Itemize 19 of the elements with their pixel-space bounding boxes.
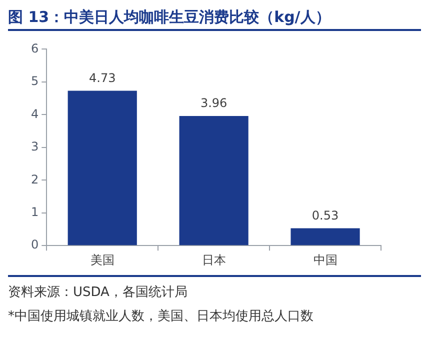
x-tick-label: 中国 [313, 252, 338, 267]
data-label: 4.73 [89, 70, 116, 85]
data-label: 3.96 [200, 96, 228, 110]
data-label: 0.53 [312, 208, 339, 222]
bar [179, 116, 248, 246]
x-tick-label: 美国 [90, 252, 114, 267]
y-tick-label: 2 [30, 172, 39, 186]
y-tick-label: 0 [30, 238, 39, 252]
y-tick-label: 6 [30, 41, 39, 56]
y-tick-label: 5 [30, 74, 39, 88]
text: 资料来源：USDA，各国统计局 [8, 284, 188, 302]
y-tick-label: 1 [30, 204, 39, 219]
x-tick-label: 日本 [202, 252, 226, 267]
chart-title: 图 13：中美日人均咖啡生豆消费比较（kg/人） [8, 8, 421, 31]
bar [68, 90, 137, 246]
bar [290, 228, 360, 246]
y-tick-label: 3 [30, 140, 39, 154]
y-tick-label: 4 [30, 106, 39, 121]
text: *中国使用城镇就业人数，美国、日本均使用总人口数 [8, 308, 314, 326]
